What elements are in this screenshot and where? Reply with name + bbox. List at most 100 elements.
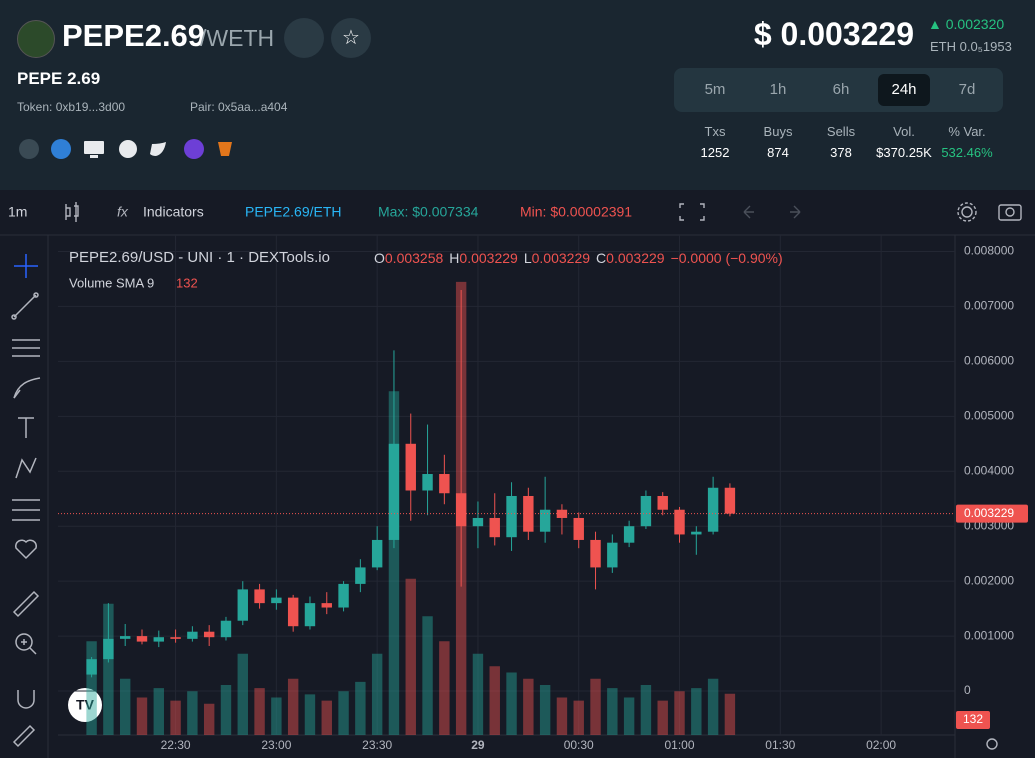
max-price: Max: $0.007334 [378,204,479,220]
min-price: Min: $0.00002391 [520,204,632,220]
last-volume-box [956,711,990,729]
candle-body [724,487,736,514]
candle-body [338,583,349,608]
header: PEPE2.69 /WETH ☆ PEPE 2.69 Token: 0xb19.… [0,0,1035,190]
stat: Txs 1252 [680,124,750,160]
indicators[interactable]: Indicators [143,204,204,220]
y-tick-label: 0.002000 [964,573,1014,587]
candle-body [136,636,148,642]
candle-body [220,620,232,638]
stat-label: Txs [704,124,726,139]
candle-body [607,542,618,568]
ohlc-legend: O0.003258 H0.003229 L0.003229 C0.003229 −0.0… [374,250,783,266]
quote: /WETH [200,25,275,51]
tab[interactable]: 7d [958,81,976,98]
candle-body [707,487,719,532]
volume-bar [271,697,282,735]
ohlc-value: 0.003229 [459,250,518,266]
volume-bar [187,691,198,735]
candle-body [203,631,215,638]
stat-label: % Var. [948,124,986,139]
pair-address[interactable]: Pair: 0x5aa...a404 [190,100,288,114]
stat-value: 1252 [700,145,730,160]
last-price-label: 0.003229 [964,506,1014,520]
candle-body [590,539,601,568]
volume-sma-value: 132 [176,275,198,290]
chart-title: PEPE2.69/USD - UNI · 1 · DEXTools.io [69,249,330,266]
stat-label: Buys [763,124,793,139]
volume-bar [439,641,450,735]
toolbar-icons[interactable] [65,202,1022,750]
candle-body [254,589,265,604]
y-tick-label: 0.004000 [964,463,1014,477]
candle-body [170,637,181,639]
volume-bar [556,697,568,735]
token-name: PEPE 2.69 [17,69,101,88]
candle-body [506,495,517,538]
candle-body [691,531,702,535]
ohlc-key: H [449,250,459,266]
volume-bar [355,681,366,735]
tab[interactable]: 1h [769,81,787,98]
candle-body [119,636,131,639]
candle-body [388,443,400,540]
ohlc-key: O [374,250,385,266]
candle-body [657,495,668,510]
token-address[interactable]: Token: 0xb19...3d00 [17,100,126,114]
eth-price: ETH 0.0₅1953 [930,39,1012,54]
candle-body [472,517,484,527]
stat-value: 874 [767,145,789,160]
volume-bar [220,685,232,735]
y-tick-label: 0.008000 [964,244,1014,258]
stat-label: Sells [826,124,856,139]
volume-legend: Volume SMA 9 [69,275,154,290]
tab[interactable]: 6h [832,81,850,98]
tv-logo[interactable] [68,688,102,722]
price-change-value: 0.002320 [945,16,1005,32]
last-volume-label: 132 [963,712,983,726]
volume-bar [86,641,97,735]
x-tick-label: 29 [471,738,485,752]
candle-body [439,474,450,494]
ohlc-value: 0.003258 [385,250,444,266]
ohlc-change: −0.0000 (−0.90%) [671,250,783,266]
tab[interactable]: 5m [704,81,726,98]
side-tools[interactable] [11,254,41,748]
tab[interactable]: 24h [878,74,930,106]
volume-bar [506,672,517,735]
candle-body [539,509,551,532]
stat-label: Vol. [893,124,915,139]
candle-body [674,509,685,535]
volume-bar [472,653,484,735]
candle-body [287,597,299,627]
interval[interactable]: 1m [8,204,27,220]
volume-bar [338,691,349,735]
stat: Sells 378 [806,124,876,160]
volume-bar [119,678,131,735]
volume-bar [573,700,584,735]
ohlc-key: L [524,250,532,266]
x-tick-label: 00:30 [564,738,594,752]
volume-bar [321,700,332,735]
token-logo [17,20,55,58]
ohlc-value: 0.003229 [532,250,591,266]
volume-bar [523,678,534,735]
pair-link[interactable]: PEPE2.69/ETH [245,204,342,220]
volume-bar [623,697,635,735]
x-tick-label: 01:00 [665,738,695,752]
volume-bar [724,693,736,735]
last-price-box [956,504,1028,523]
volume-bar [489,666,500,735]
volume-bar [254,688,265,735]
chart-bg [0,190,1035,758]
volume-bar [153,688,164,735]
social-links[interactable] [18,138,238,160]
social-icons [19,139,232,159]
candle-body [640,495,652,527]
stat: Buys 874 [743,124,813,160]
compare-button[interactable] [284,18,324,58]
candle-body [237,589,248,621]
favorite-button[interactable]: ☆ [331,18,371,58]
y-tick-label: 0.005000 [964,408,1014,422]
